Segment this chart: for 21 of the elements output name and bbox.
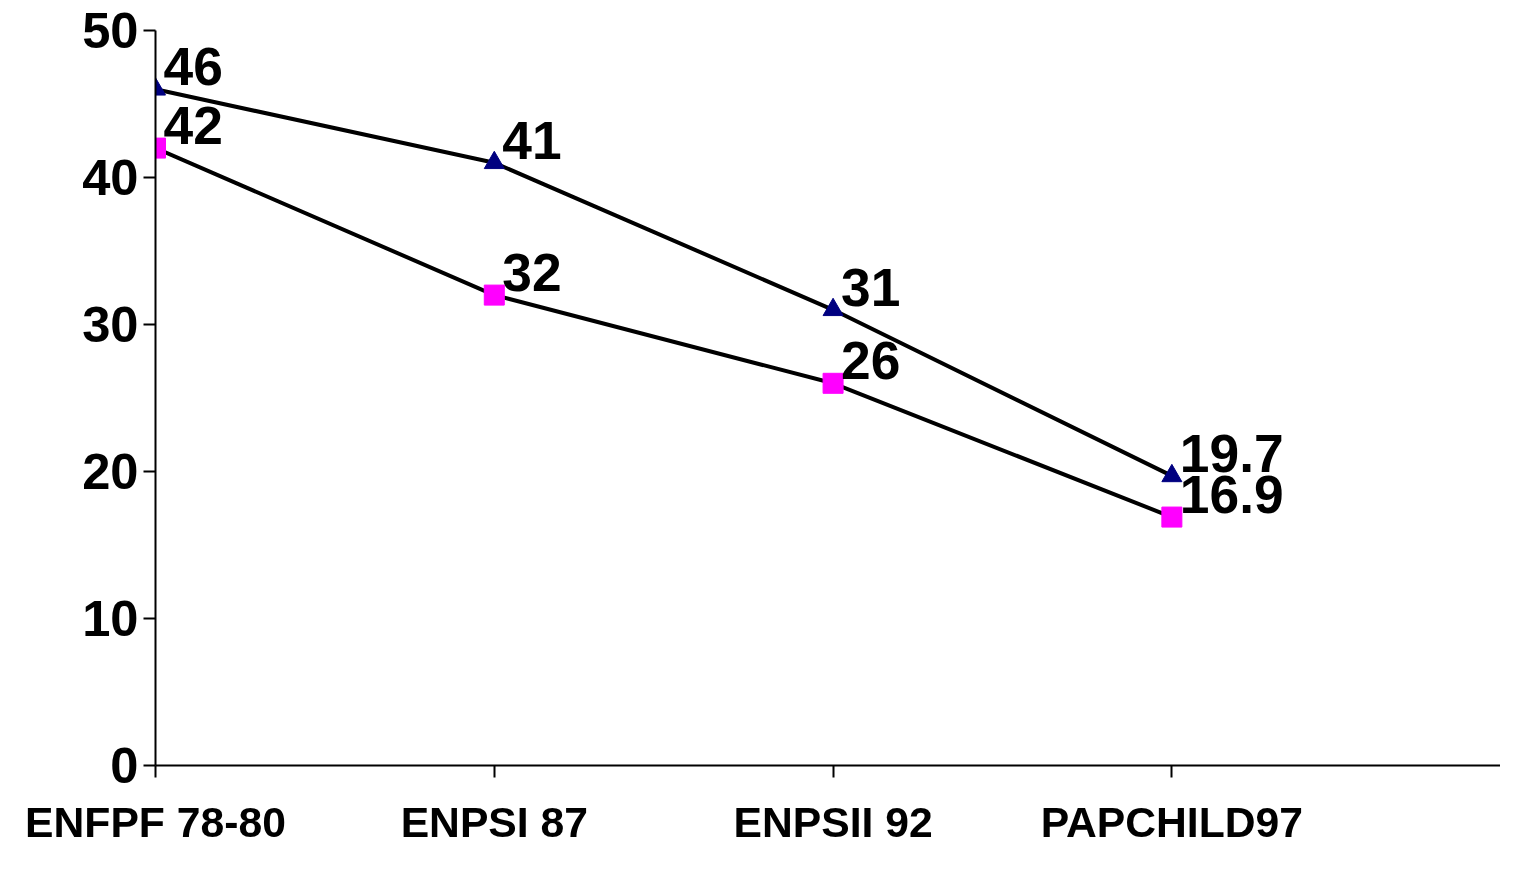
- data-label: 31: [841, 257, 901, 317]
- y-tick-label: 20: [82, 443, 139, 500]
- data-label: 46: [163, 37, 223, 97]
- point: [822, 297, 844, 317]
- x-tick-label: ENPSII 92: [733, 797, 933, 846]
- data-label: 42: [163, 96, 223, 156]
- data-label: 26: [841, 331, 901, 391]
- x-tick-label: PAPCHILD97: [1040, 797, 1304, 846]
- y-tick-label: 10: [82, 590, 139, 647]
- x-tick-label: ENFPF 78-80: [25, 797, 286, 846]
- y-tick-label: 0: [110, 737, 139, 794]
- data-label: 32: [502, 243, 562, 303]
- y-tick-label: 40: [82, 149, 139, 206]
- data-label: 41: [502, 110, 562, 170]
- point: [483, 150, 505, 170]
- point: [483, 284, 505, 306]
- y-tick-label: 30: [82, 296, 139, 353]
- point: [1161, 506, 1183, 528]
- x-tick-label: ENPSI 87: [400, 797, 588, 846]
- point: [822, 372, 844, 394]
- y-tick-label: 50: [82, 2, 139, 59]
